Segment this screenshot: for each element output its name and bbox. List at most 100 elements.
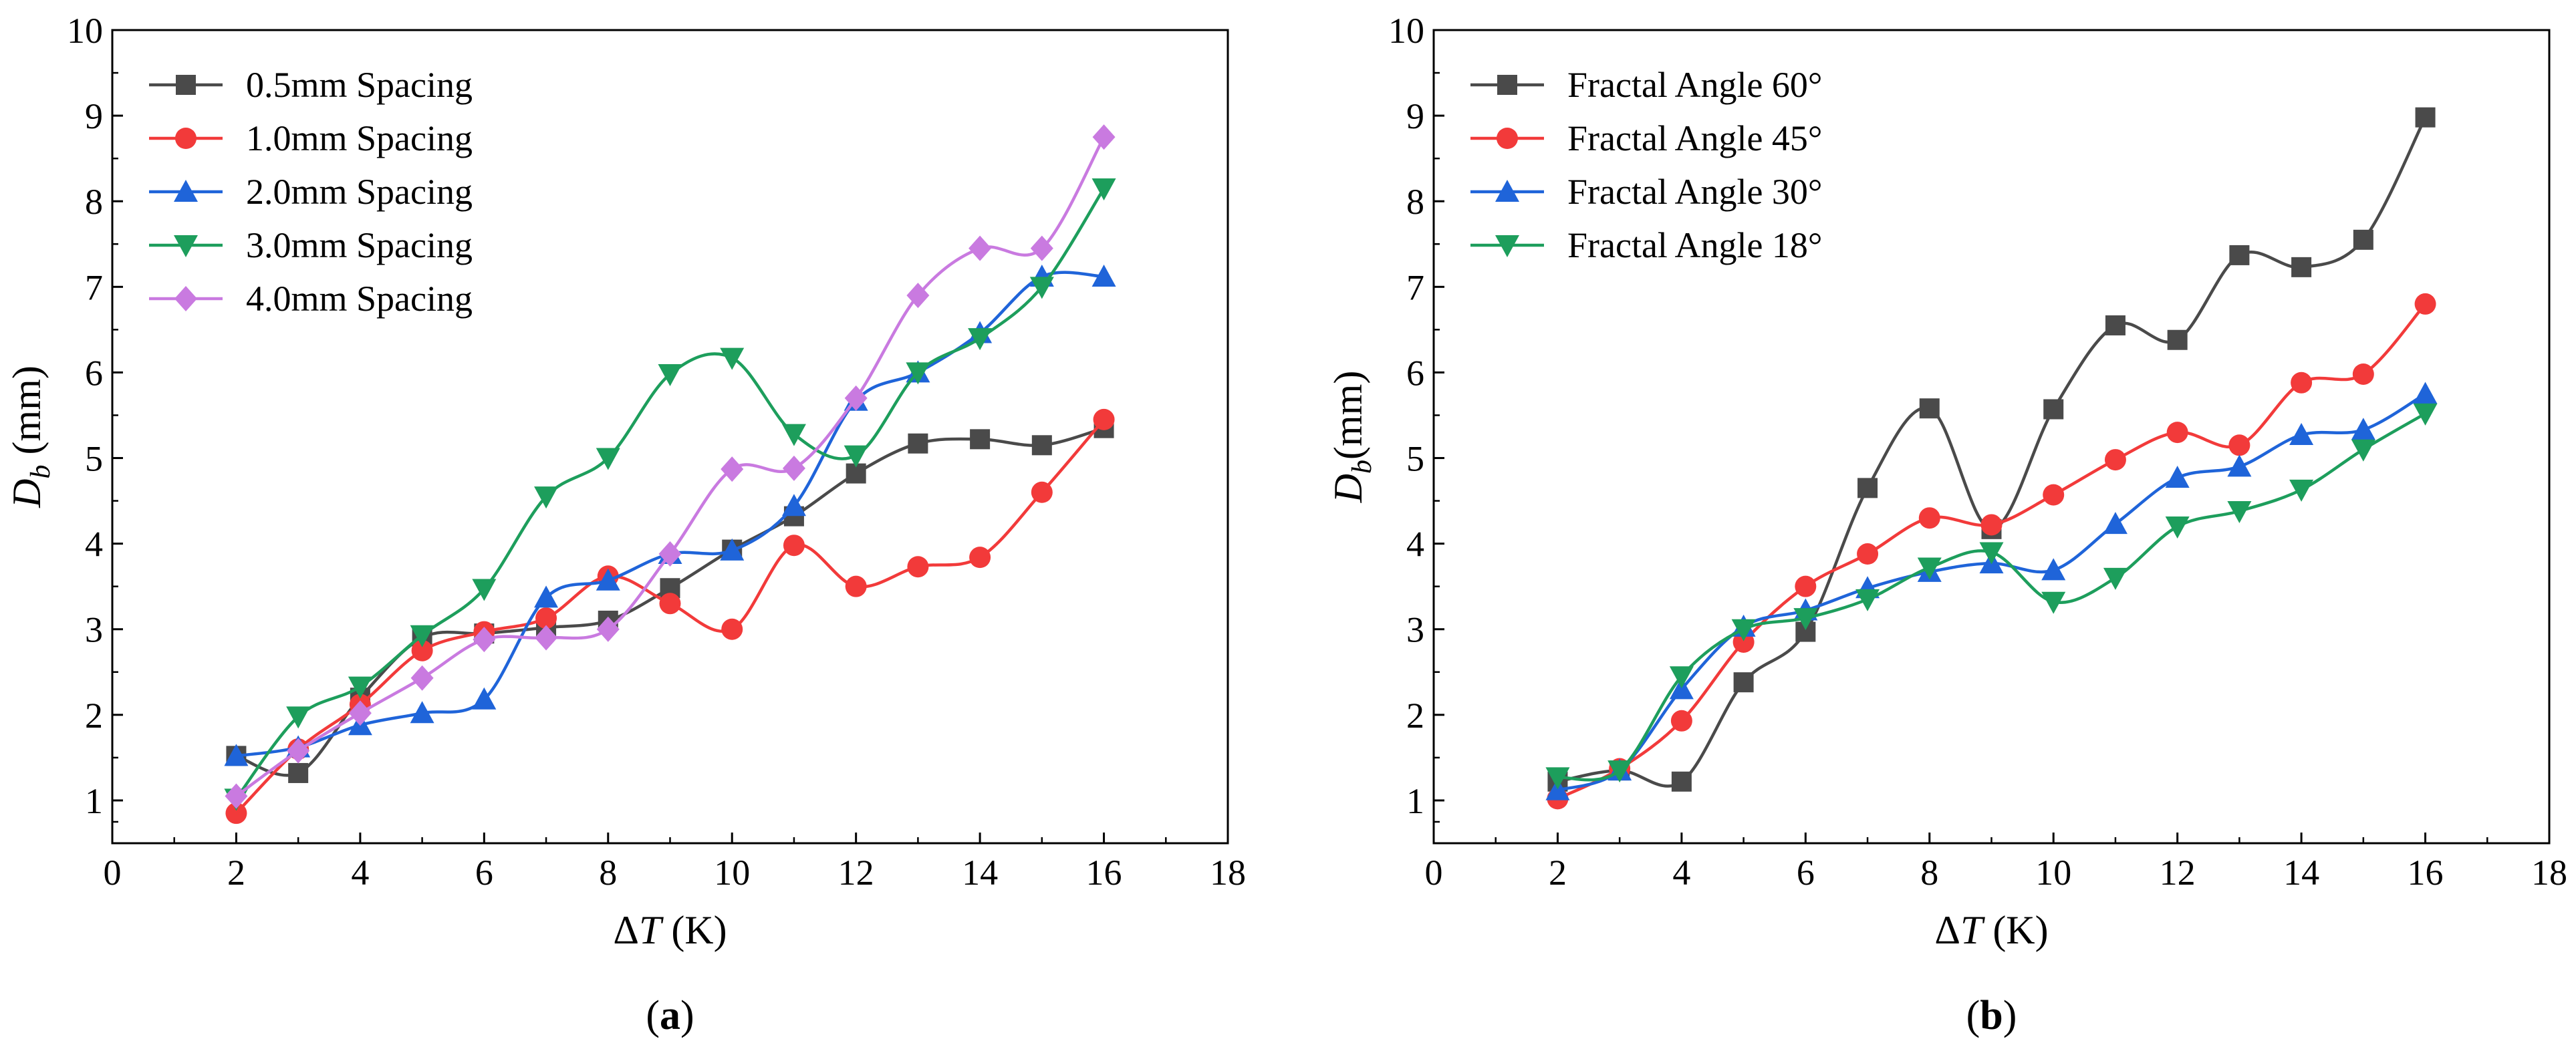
chart-b-legend-marker <box>1495 180 1519 202</box>
chart-b-x-tick-label: 4 <box>1672 853 1690 893</box>
chart-a-legend-label: 0.5mm Spacing <box>246 65 473 105</box>
chart-a-data-point <box>659 593 681 615</box>
chart-a-data-point <box>1029 277 1054 299</box>
chart-b-x-tick-label: 0 <box>1425 853 1443 893</box>
chart-b-data-point <box>2291 371 2313 394</box>
chart-b-series-line <box>1557 116 2427 788</box>
chart-b-data-point <box>2414 293 2436 315</box>
chart-a-data-point <box>781 494 806 516</box>
chart-b-legend-label: Fractal Angle 18° <box>1567 225 1823 265</box>
chart-b-data-point <box>2413 403 2438 426</box>
chart-a-data-point <box>970 429 991 450</box>
chart-a-data-point <box>906 283 930 309</box>
chart-a-data-point <box>535 607 557 629</box>
chart-a-x-tick-label: 16 <box>1086 853 1122 893</box>
chart-b-data-point <box>2103 567 2128 590</box>
chart-b-panel-label: (b) <box>1966 993 2017 1038</box>
chart-b-y-tick-label: 10 <box>1388 11 1424 51</box>
chart-a-x-tick-label: 14 <box>962 853 998 893</box>
chart-a-data-point <box>968 328 993 351</box>
chart-b-data-point <box>1919 398 1940 419</box>
chart-b-data-point <box>2227 454 2252 477</box>
chart-a-data-point <box>410 701 434 724</box>
chart-b-data-point <box>2166 422 2188 444</box>
chart-a-data-point <box>1093 408 1115 430</box>
chart-a-data-point <box>1091 178 1116 200</box>
chart-a-data-point <box>720 538 745 561</box>
chart-a-y-tick-label: 1 <box>85 781 103 821</box>
chart-a-legend-marker <box>176 75 196 95</box>
chart-b-series-1 <box>1547 107 2436 792</box>
chart-b-y-tick-label: 9 <box>1406 96 1424 136</box>
chart-b-y-tick-label: 3 <box>1406 610 1424 650</box>
chart-b-y-tick-label: 6 <box>1406 353 1424 393</box>
chart-b-data-point <box>1793 608 1818 631</box>
chart-a-data-point <box>534 486 559 509</box>
chart-a-legend-marker <box>174 286 197 311</box>
chart-b-data-point <box>2165 516 2190 539</box>
chart-a-data-point <box>287 738 310 764</box>
chart-b-x-tick-label: 18 <box>2531 853 2567 893</box>
chart-b-data-point <box>1918 507 1940 529</box>
chart-b-y-tick-label: 2 <box>1406 696 1424 736</box>
chart-b-legend-label: Fractal Angle 60° <box>1567 65 1823 105</box>
chart-b-data-point <box>2289 479 2314 502</box>
chart-a-data-point <box>596 568 620 591</box>
chart-b-data-point <box>2413 382 2438 404</box>
chart-a-legend-label: 1.0mm Spacing <box>246 118 473 158</box>
chart-a-data-point <box>845 575 867 597</box>
chart-a-data-point <box>286 706 311 729</box>
chart-a-data-point <box>472 579 497 601</box>
chart-a-data-point <box>907 556 929 578</box>
chart-b-data-point <box>2165 465 2190 488</box>
chart-a-data-point <box>410 625 434 647</box>
chart-b-y-tick-label: 8 <box>1406 182 1424 222</box>
chart-a-y-tick-label: 6 <box>85 353 103 393</box>
chart-a-legend-label: 2.0mm Spacing <box>246 172 473 212</box>
chart-a-y-tick-label: 8 <box>85 182 103 222</box>
chart-a-y-tick-label: 4 <box>85 525 103 565</box>
chart-b-legend-label: Fractal Angle 30° <box>1567 172 1823 212</box>
chart-a-data-point <box>783 535 805 557</box>
chart-a-panel-label: (a) <box>646 993 694 1038</box>
chart-b-data-point <box>2291 257 2312 277</box>
chart-a-legend-item: 2.0mm Spacing <box>149 172 473 212</box>
chart-a-y-tick-label: 7 <box>85 267 103 307</box>
chart-a-legend-marker <box>174 235 198 257</box>
chart-b-data-point <box>1857 543 1879 565</box>
chart-a-series-4 <box>224 178 1116 811</box>
chart-a-y-tick-label: 9 <box>85 96 103 136</box>
chart-b-data-point <box>1857 478 1878 498</box>
chart-b-data-point <box>1855 589 1880 611</box>
chart-b-y-tick-label: 5 <box>1406 439 1424 479</box>
chart-a-y-tick-label: 5 <box>85 439 103 479</box>
chart-a-data-point <box>721 618 743 640</box>
chart-b-x-tick-label: 10 <box>2035 853 2071 893</box>
chart-a-data-point <box>288 762 309 783</box>
chart-a-data-point <box>472 687 497 710</box>
chart-b-series-line <box>1557 392 2426 792</box>
chart-b-y-tick-label: 1 <box>1406 781 1424 821</box>
chart-a-legend-item: 0.5mm Spacing <box>149 65 473 105</box>
chart-a-legend-item: 4.0mm Spacing <box>149 279 473 319</box>
chart-b-data-point <box>2043 484 2065 506</box>
chart-a-x-tick-label: 18 <box>1210 853 1246 893</box>
chart-a-data-point <box>224 744 249 766</box>
chart-a-data-point <box>1091 264 1116 287</box>
chart-b-data-point <box>2167 329 2188 350</box>
chart-b-legend-item: Fractal Angle 45° <box>1470 118 1823 158</box>
chart-b-legend: Fractal Angle 60° Fractal Angle 45° Fracta… <box>1470 65 1823 265</box>
chart-a-data-point <box>1031 481 1053 503</box>
chart-a-x-axis-label: ΔT (K) <box>613 908 727 952</box>
chart-b-data-point <box>2353 229 2373 250</box>
chart-b-legend-item: Fractal Angle 60° <box>1470 65 1823 105</box>
chart-b-data-point <box>2351 418 2375 440</box>
chart-b-data-point <box>2229 245 2250 265</box>
chart-a-data-point <box>1030 235 1053 261</box>
chart-b-data-point <box>1733 672 1754 693</box>
chart-a-data-point <box>969 547 991 569</box>
chart-a-x-tick-label: 8 <box>599 853 617 893</box>
chart-a-data-point <box>781 424 806 446</box>
chart-b-data-point <box>1671 771 1692 792</box>
chart-b-data-point <box>1980 514 2003 536</box>
